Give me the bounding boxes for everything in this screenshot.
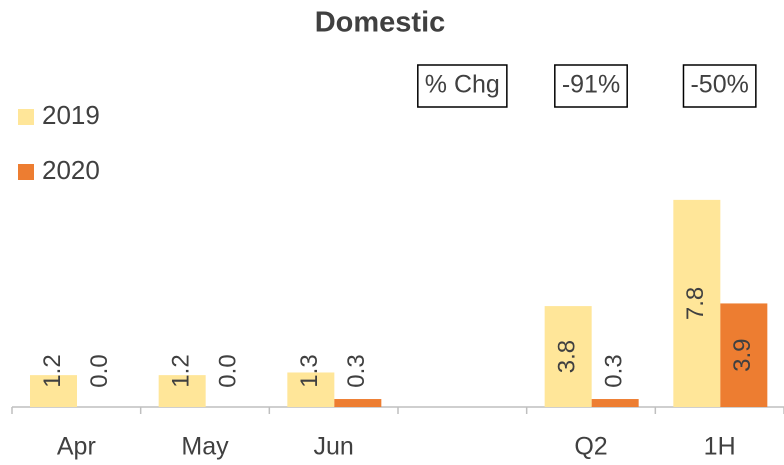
data-label: 7.8 xyxy=(682,287,709,320)
legend-swatch xyxy=(18,109,34,125)
x-tick-label: May xyxy=(181,433,229,461)
annotation-box xyxy=(554,64,628,108)
annotation: -91% xyxy=(562,71,620,99)
annotation: % Chg xyxy=(425,71,500,99)
bar xyxy=(720,303,768,407)
bar xyxy=(673,199,721,407)
data-label: 3.9 xyxy=(729,339,756,372)
bar xyxy=(287,372,335,407)
chart-title: Domestic xyxy=(315,7,446,39)
data-label: 0.0 xyxy=(86,354,113,387)
legend-swatch xyxy=(18,164,34,180)
bar xyxy=(591,399,639,407)
annotation: -50% xyxy=(690,71,748,99)
bar xyxy=(544,306,592,407)
data-label: 0.3 xyxy=(601,354,628,387)
data-label: 0.3 xyxy=(343,354,370,387)
legend-label: 2020 xyxy=(42,155,100,185)
bar xyxy=(30,375,77,407)
bar xyxy=(158,375,206,407)
data-label: 1.3 xyxy=(296,354,323,387)
annotation-box xyxy=(417,64,508,108)
data-label: 0.0 xyxy=(215,354,242,387)
data-label: 3.8 xyxy=(554,340,581,373)
data-label: 1.2 xyxy=(168,354,195,387)
x-tick-label: Jun xyxy=(314,433,354,461)
bar xyxy=(334,399,382,407)
annotation-box xyxy=(682,64,757,108)
x-tick-label: Apr xyxy=(57,433,96,461)
x-tick-label: 1H xyxy=(704,433,736,461)
x-tick-label: Q2 xyxy=(574,433,607,461)
data-label: 1.2 xyxy=(39,354,66,387)
legend-label: 2019 xyxy=(42,100,100,130)
